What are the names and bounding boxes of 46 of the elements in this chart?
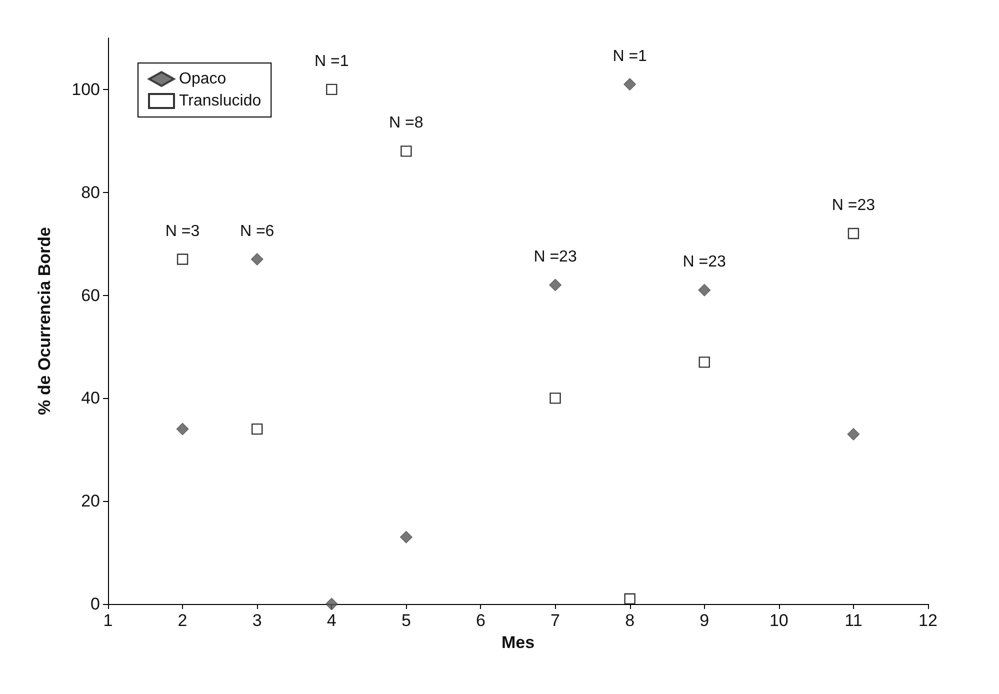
point xyxy=(400,146,412,157)
annotation: N =8 xyxy=(389,114,424,132)
x-tick-label: 6 xyxy=(476,611,486,630)
x-axis-title: Mes xyxy=(501,632,535,652)
y-tick-label: 20 xyxy=(81,492,100,511)
x-tick-label: 8 xyxy=(625,611,635,630)
point xyxy=(326,84,338,96)
point xyxy=(550,392,561,404)
x-tick-label: 1 xyxy=(103,611,113,630)
point xyxy=(176,254,188,265)
x-tick-label: 7 xyxy=(550,611,560,630)
x-tick-label: 3 xyxy=(252,611,262,630)
x-tick-label: 12 xyxy=(918,611,938,630)
y-tick-label: 0 xyxy=(90,594,100,614)
x-tick-label: 10 xyxy=(769,611,788,630)
point xyxy=(400,530,412,544)
point xyxy=(624,78,636,91)
annotation: N =6 xyxy=(240,222,274,240)
annotation: N =23 xyxy=(534,248,577,266)
y-tick-label: 40 xyxy=(81,388,100,408)
point xyxy=(698,284,711,296)
point xyxy=(848,228,860,240)
x-tick-label: 2 xyxy=(178,611,188,630)
annotation: N =23 xyxy=(832,197,876,214)
point xyxy=(549,278,562,292)
point xyxy=(698,356,710,368)
x-tick-label: 4 xyxy=(326,611,336,630)
annotation: N =23 xyxy=(682,254,726,271)
point xyxy=(624,593,636,604)
point xyxy=(251,423,263,435)
y-tick-label: 60 xyxy=(81,286,100,305)
point xyxy=(847,428,860,440)
annotation: N =1 xyxy=(314,52,349,70)
point xyxy=(176,422,189,436)
annotation: N =3 xyxy=(165,222,200,240)
legend-label: Translucido xyxy=(179,92,262,110)
y-tick-label: 100 xyxy=(72,80,100,99)
legend-label: Opaco xyxy=(179,70,226,88)
point xyxy=(250,253,264,266)
x-tick-label: 11 xyxy=(844,611,862,630)
x-tick-label: 9 xyxy=(700,611,710,630)
y-axis-title: % de Ocurrencia Borde xyxy=(35,226,54,416)
x-tick-label: 5 xyxy=(401,611,411,630)
y-tick-label: 80 xyxy=(81,182,100,202)
point xyxy=(325,598,338,610)
annotation: N =1 xyxy=(612,48,648,65)
